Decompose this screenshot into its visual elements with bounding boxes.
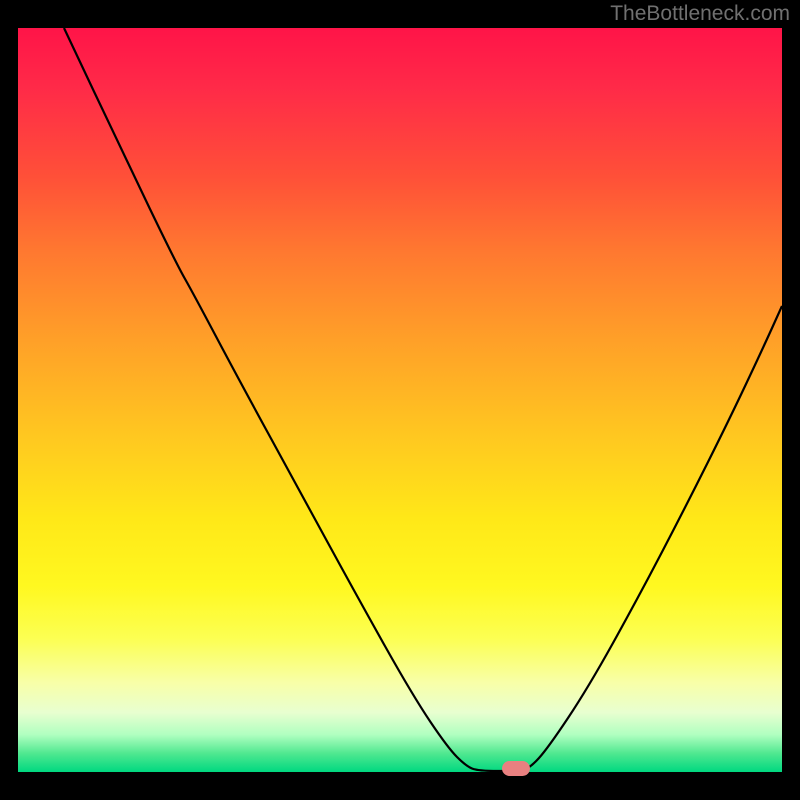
curve-path — [64, 28, 782, 771]
watermark-text: TheBottleneck.com — [610, 2, 790, 26]
bottleneck-curve — [18, 28, 782, 772]
plot-area — [18, 28, 782, 772]
optimal-marker — [502, 761, 530, 776]
